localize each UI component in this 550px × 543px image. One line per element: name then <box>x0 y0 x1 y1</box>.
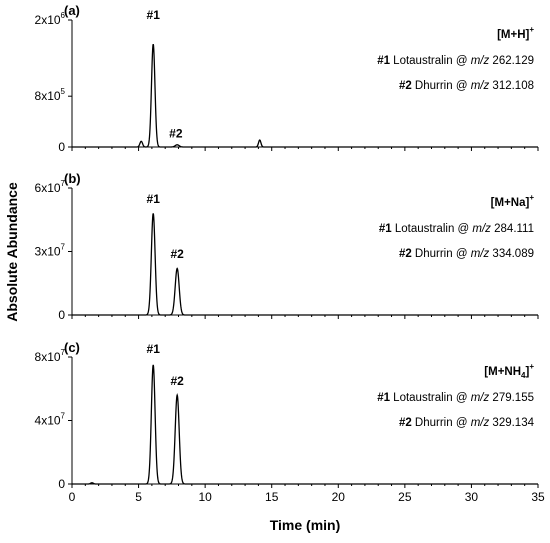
ion-annotation: [M+NH4]+ <box>484 362 534 380</box>
y-tick-exponent: 7 <box>61 348 66 357</box>
ion-base: [M+H] <box>497 29 529 41</box>
y-tick-exponent: 6 <box>61 11 66 20</box>
compound-name: Lotaustralin @ <box>390 392 471 404</box>
ion-subscript: 4 <box>521 371 526 380</box>
y-tick-base: 4x10 <box>35 414 61 428</box>
y-tick-base: 8x10 <box>35 89 61 103</box>
ion-superscript: + <box>529 25 534 34</box>
x-tick-label: 5 <box>135 490 142 504</box>
x-tick-label: 30 <box>465 490 479 504</box>
compound-annotation: #1 Lotaustralin @ m/z 279.155 <box>377 392 534 404</box>
peak-label: #2 <box>169 126 183 140</box>
compound-annotation: #1 Lotaustralin @ m/z 262.129 <box>377 55 534 67</box>
compound-annotation: #2 Dhurrin @ m/z 329.134 <box>399 417 535 429</box>
peak-label: #2 <box>171 247 185 261</box>
y-tick-label: 8x105 <box>35 87 66 103</box>
y-tick-base: 6x10 <box>35 181 61 195</box>
compound-annotation: #2 Dhurrin @ m/z 312.108 <box>399 80 534 92</box>
compound-tag: #2 <box>399 417 412 429</box>
peak-label: #1 <box>147 192 161 206</box>
y-tick-exponent: 5 <box>61 87 66 96</box>
y-tick-base: 3x10 <box>35 245 61 259</box>
mz-value: 329.134 <box>489 417 534 429</box>
y-tick-base: 0 <box>58 140 65 154</box>
mz-value: 312.108 <box>489 80 534 92</box>
compound-name: Lotaustralin @ <box>390 55 471 67</box>
peak-label: #1 <box>147 8 161 22</box>
y-axis-title: Absolute Abundance <box>4 182 20 322</box>
trace-line <box>72 43 538 148</box>
x-axis-title: Time (min) <box>270 517 341 533</box>
compound-annotation: #2 Dhurrin @ m/z 334.089 <box>399 248 534 260</box>
compound-name: Dhurrin @ <box>412 417 471 429</box>
compound-tag: #2 <box>399 248 412 260</box>
x-tick-label: 15 <box>265 490 279 504</box>
compound-tag: #1 <box>377 392 390 404</box>
x-tick-label: 25 <box>398 490 412 504</box>
y-tick-label: 4x107 <box>35 412 66 428</box>
ion-base: [M+NH <box>484 366 521 378</box>
trace-line <box>72 213 538 316</box>
x-tick-label: 35 <box>531 490 545 504</box>
mz-value: 262.129 <box>489 55 534 67</box>
trace-line <box>72 364 538 485</box>
peak-label: #1 <box>147 342 161 356</box>
y-tick-label: 6x107 <box>35 179 66 195</box>
ion-base: [M+Na] <box>491 197 530 209</box>
ion-superscript: + <box>529 362 534 371</box>
y-tick-label: 0 <box>58 477 65 491</box>
compound-tag: #2 <box>399 80 412 92</box>
mz-value: 284.111 <box>491 223 534 235</box>
mz-label: m/z <box>471 248 490 260</box>
y-tick-label: 3x107 <box>35 243 66 259</box>
compound-annotation: #1 Lotaustralin @ m/z 284.111 <box>379 223 534 235</box>
ion-superscript: + <box>529 193 534 202</box>
compound-tag: #1 <box>379 223 392 235</box>
y-tick-base: 0 <box>58 477 65 491</box>
ion-annotation: [M+H]+ <box>497 25 534 41</box>
y-tick-label: 0 <box>58 140 65 154</box>
mz-label: m/z <box>471 417 490 429</box>
peak-label: #2 <box>171 374 185 388</box>
mz-label: m/z <box>471 80 490 92</box>
ion-tail: ] <box>525 366 529 378</box>
y-tick-base: 2x10 <box>35 13 61 27</box>
y-tick-base: 8x10 <box>35 350 61 364</box>
mz-label: m/z <box>472 223 491 235</box>
y-tick-base: 0 <box>58 308 65 322</box>
x-tick-label: 0 <box>69 490 76 504</box>
panel-label: (a) <box>64 3 80 18</box>
mz-value: 279.155 <box>489 392 534 404</box>
x-tick-label: 10 <box>198 490 212 504</box>
panel-label: (b) <box>64 171 81 186</box>
compound-name: Dhurrin @ <box>412 80 471 92</box>
mz-value: 334.089 <box>489 248 534 260</box>
compound-name: Lotaustralin @ <box>392 223 473 235</box>
x-tick-label: 20 <box>332 490 346 504</box>
panel-label: (c) <box>64 340 80 355</box>
y-tick-label: 8x107 <box>35 348 66 364</box>
y-tick-exponent: 7 <box>61 179 66 188</box>
mz-label: m/z <box>471 392 490 404</box>
y-tick-exponent: 7 <box>61 243 66 252</box>
y-tick-label: 0 <box>58 308 65 322</box>
compound-tag: #1 <box>377 55 390 67</box>
compound-name: Dhurrin @ <box>412 248 471 260</box>
mz-label: m/z <box>471 55 490 67</box>
y-tick-label: 2x106 <box>35 11 66 27</box>
panel-1: 0 8x105 2x106 (a) #1 #2 [M+H]+ #1 Lotaustralin … <box>35 3 539 154</box>
y-tick-exponent: 7 <box>61 412 66 421</box>
ion-annotation: [M+Na]+ <box>491 193 535 209</box>
